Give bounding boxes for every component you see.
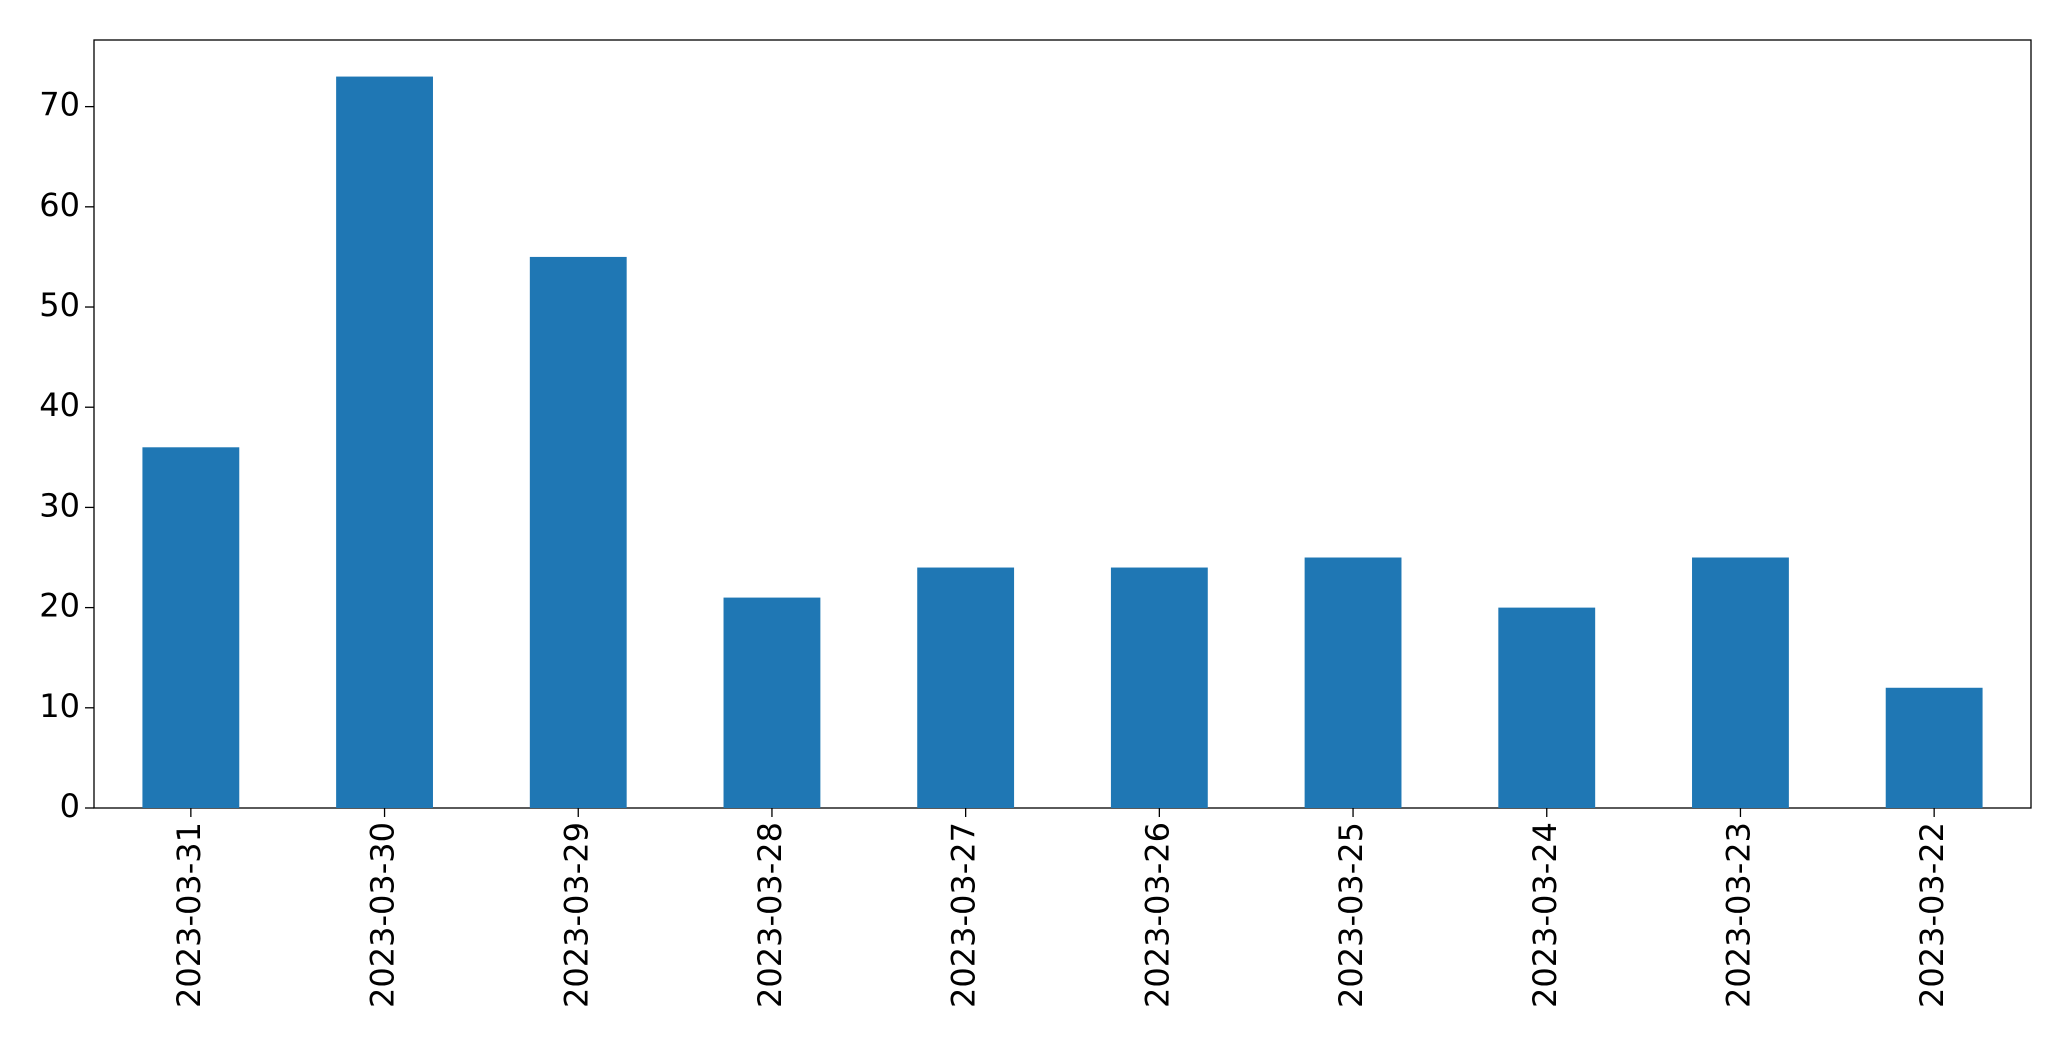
bar — [1498, 607, 1596, 808]
x-tick-label: 2023-03-23 — [1719, 822, 1757, 1008]
y-tick-label: 50 — [39, 286, 80, 324]
bar — [1304, 557, 1402, 808]
x-tick-label: 2023-03-31 — [170, 822, 208, 1008]
x-tick-label: 2023-03-22 — [1913, 822, 1951, 1008]
y-tick-label: 40 — [39, 386, 80, 424]
x-tick-label: 2023-03-27 — [945, 822, 983, 1008]
x-tick-label: 2023-03-29 — [557, 822, 595, 1008]
x-tick-label: 2023-03-24 — [1526, 822, 1564, 1008]
bar — [1110, 567, 1208, 808]
y-tick-label: 0 — [60, 787, 80, 825]
bar — [1885, 687, 1983, 808]
x-tick-label: 2023-03-28 — [751, 822, 789, 1008]
x-tick-label: 2023-03-26 — [1138, 822, 1176, 1008]
bar — [336, 76, 433, 809]
plot-frame — [93, 39, 2032, 809]
bar — [917, 567, 1015, 808]
y-tick-label: 10 — [39, 687, 80, 725]
bar — [529, 256, 627, 808]
bar — [142, 447, 240, 808]
y-tick-label: 30 — [39, 486, 80, 524]
y-tick-label: 20 — [39, 587, 80, 625]
bar — [723, 597, 821, 808]
x-tick-label: 2023-03-30 — [364, 822, 402, 1008]
y-tick-label: 60 — [39, 186, 80, 224]
bar — [1692, 557, 1789, 808]
y-tick-label: 70 — [39, 86, 80, 124]
x-tick-label: 2023-03-25 — [1332, 822, 1370, 1008]
